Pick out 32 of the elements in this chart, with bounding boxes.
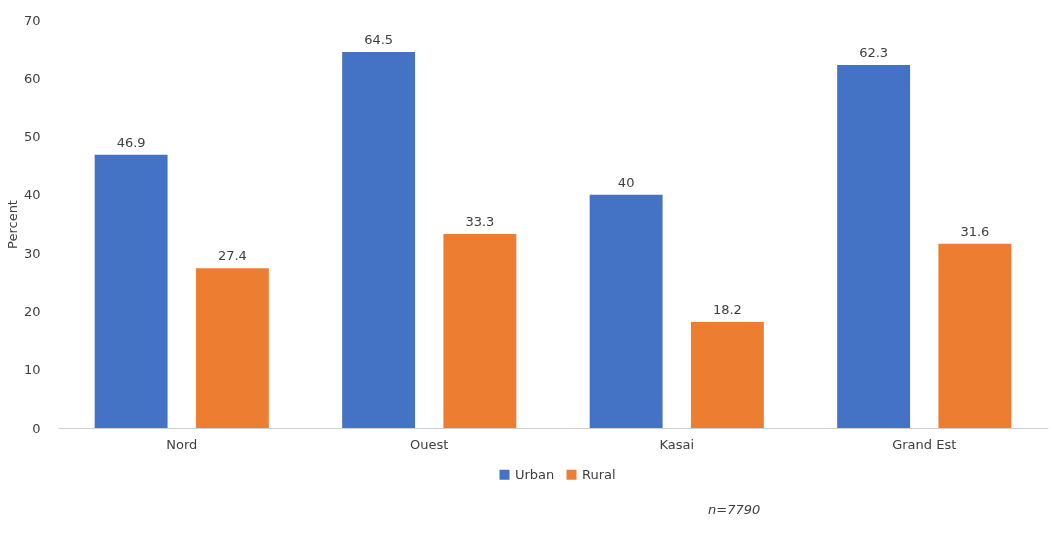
data-label: 46.9 [116, 134, 146, 150]
bar [443, 233, 517, 428]
y-tick-label: 70 [23, 12, 41, 28]
data-label: 62.3 [859, 44, 889, 60]
text: n=7790 [708, 502, 761, 517]
bar [94, 154, 168, 428]
legend-label: Rural [582, 466, 616, 482]
x-tick-label: Nord [166, 436, 198, 452]
y-tick-label: 50 [23, 129, 41, 145]
x-tick-label: Kasai [659, 436, 695, 452]
y-tick-label: 30 [23, 245, 41, 261]
y-tick-label: 20 [23, 303, 41, 319]
x-tick-label: Grand Est [892, 436, 957, 452]
data-label: 31.6 [960, 223, 990, 239]
y-tick-label: 40 [23, 187, 41, 203]
bar [938, 243, 1012, 428]
bar [195, 268, 269, 428]
data-label: 64.5 [364, 32, 394, 48]
bar [342, 52, 416, 428]
y-tick-label: 60 [23, 70, 41, 86]
data-label: 40 [617, 174, 635, 190]
y-tick-label: 0 [32, 420, 41, 436]
data-label: 33.3 [465, 213, 495, 229]
legend-label: Urban [515, 466, 555, 482]
bar [837, 64, 911, 428]
data-label: 18.2 [712, 301, 742, 317]
y-tick-label: 10 [23, 362, 41, 378]
bar [589, 194, 663, 428]
y-axis-title: Percent [4, 200, 20, 249]
data-label: 27.4 [217, 248, 247, 264]
bar [690, 321, 764, 428]
x-tick-label: Ouest [410, 436, 449, 452]
